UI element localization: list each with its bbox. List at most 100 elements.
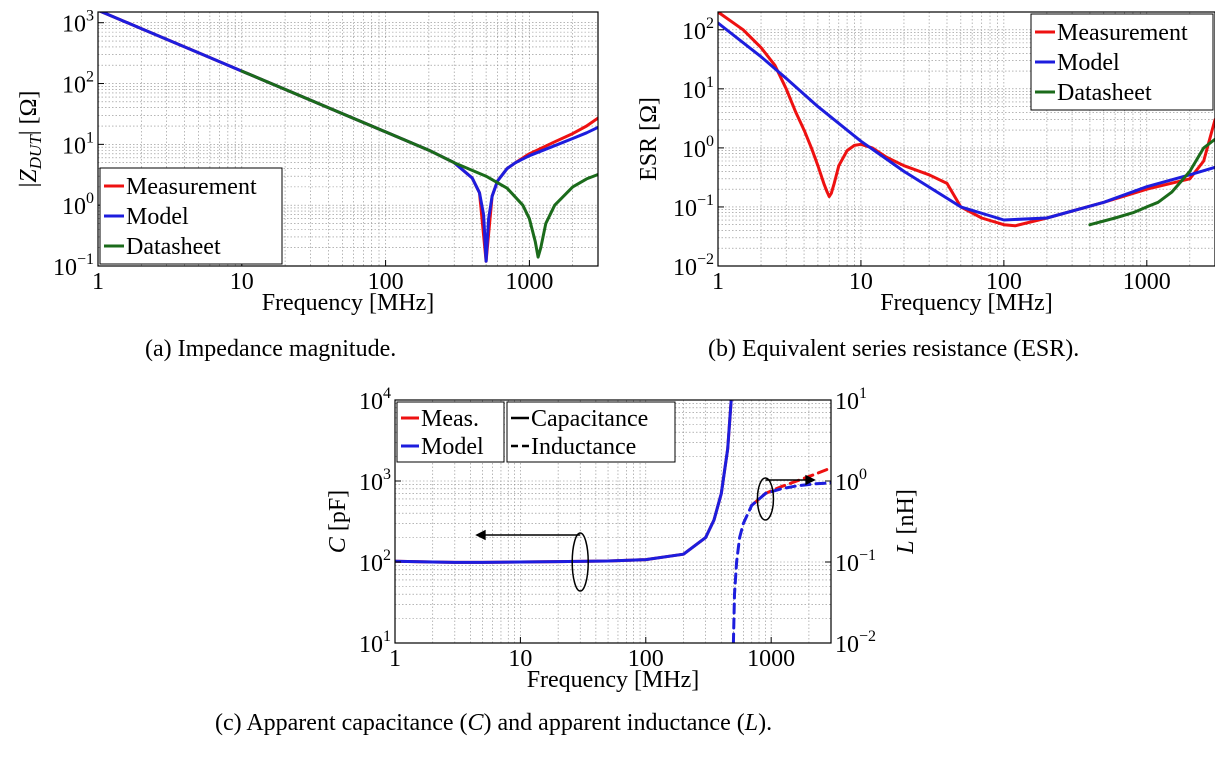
y-tick-label-c: 104 [359,385,391,415]
caption-c-part3: ). [758,710,773,736]
y-tick-label-a-base: 10 [53,255,77,281]
legend-label-a: Model [126,204,189,230]
grid-a [97,12,599,267]
y-label-symbol: Z [16,169,42,183]
y-tick-label-b-exp: 2 [706,15,714,32]
legend-label-c: Meas. [421,406,479,432]
x-tick-label-c: 100 [628,646,664,672]
series-line-b-model-1 [718,21,1215,222]
legend-label-a: Measurement [126,174,257,200]
y-right-tick-label-c: 10−1 [835,547,876,577]
legend-box-style-c [506,401,676,463]
caption-c-part1: (c) Apparent capacitance ( [215,710,468,736]
y-tick-label-c: 102 [359,547,391,577]
y-tick-label-a-exp: 1 [86,129,94,146]
y-tick-label-b-base: 10 [682,137,706,163]
y-label-rest: | [Ω] [16,91,42,136]
series-line-a-datasheet-2 [240,69,598,259]
legend-box-b [1030,13,1214,111]
y-tick-label-c-exp: 1 [383,628,391,645]
y-right-label-symbol: L [893,540,919,554]
y-right-tick-label-c-base: 10 [835,551,859,577]
y-right-tick-label-c-exp: −1 [859,547,876,564]
y-tick-label-a-exp: 3 [86,8,94,25]
legend-style-label-c: Capacitance [531,406,648,432]
y-right-label-unit: [nH] [893,489,919,540]
y-tick-label-b-exp: −2 [697,251,714,268]
y-right-tick-label-c: 101 [835,385,867,415]
y-label-bar: | [16,183,42,188]
y-label-subscript: DUT [26,134,45,171]
y-label-symbol: C [325,536,351,553]
y-right-tick-label-c-base: 10 [835,632,859,658]
y-tick-label-a: 102 [62,69,94,99]
annotation-arrowhead-capacitance [475,529,486,541]
y-tick-label-b-exp: 0 [706,133,714,150]
y-tick-label-c-base: 10 [359,470,383,496]
plot-frame-b [717,11,1215,267]
y-right-tick-label-c: 100 [835,466,867,496]
y-tick-label-b-exp: −1 [697,192,714,209]
plot-frame-c [394,399,832,644]
annotation-arrowhead-inductance [805,474,816,486]
series-group-b [718,12,1215,228]
series-line-c-model-1 [395,400,733,564]
caption-b: (b) Equivalent series resistance (ESR). [708,336,1080,362]
y-tick-label-a-base: 10 [62,12,86,38]
legend-label-a: Datasheet [126,234,221,260]
x-tick-label-a: 10 [230,269,254,295]
x-tick-label-c: 10 [508,646,532,672]
y-tick-label-c-exp: 4 [383,385,391,402]
y-tick-label-b-exp: 1 [706,74,714,91]
y-tick-label-a-exp: −1 [77,251,94,268]
legend-label-b: Datasheet [1057,80,1152,106]
y-tick-label-b: 10−2 [673,251,714,281]
y-tick-label-c: 103 [359,466,391,496]
x-tick-label-b: 10 [849,269,873,295]
y-right-tick-label-c-exp: 1 [859,385,867,402]
y-right-tick-label-c-exp: 0 [859,466,867,483]
y-tick-label-c-base: 10 [359,389,383,415]
y-tick-label-b: 10−1 [673,192,714,222]
y-tick-label-a: 10−1 [53,251,94,281]
y-tick-label-b-base: 10 [682,19,706,45]
chart-c: 1 10 100 100010110210310410−210−1100101Freq… [325,385,919,693]
y-tick-label-b-base: 10 [673,255,697,281]
series-group-c [395,400,831,643]
y-tick-label-a-base: 10 [62,73,86,99]
legend-label-b: Measurement [1057,20,1188,46]
y-axis-label-b: ESR [Ω] [636,97,662,181]
caption-c-symbol-l: L [744,710,759,736]
y-tick-label-a: 103 [62,8,94,38]
y-tick-label-c-exp: 3 [383,466,391,483]
x-tick-label-b: 100 [986,269,1022,295]
legend-label-b: Model [1057,50,1120,76]
y-tick-label-b-base: 10 [682,78,706,104]
annotation-ellipse-capacitance [571,532,589,592]
legend-box-color-c [396,401,505,463]
y-tick-label-b: 102 [682,15,714,45]
y-tick-label-c-base: 10 [359,551,383,577]
caption-a: (a) Impedance magnitude. [145,336,397,362]
x-axis-label-c: Frequency [MHz] [527,667,700,693]
y-tick-label-c: 101 [359,628,391,658]
series-line-c-model-3 [731,481,831,643]
legend-b: Measurement Model Datasheet [1030,13,1214,111]
y-tick-label-a-exp: 2 [86,69,94,86]
y-tick-label-b-base: 10 [673,196,697,222]
x-axis-label-b: Frequency [MHz] [880,290,1053,316]
y-axis-label-c: C [pF] [325,490,351,553]
caption-c-symbol-c: C [467,710,484,736]
y-right-tick-label-c-exp: −2 [859,628,876,645]
series-line-b-datasheet-2 [1088,137,1215,227]
legend-a: Measurement Model Datasheet [99,167,283,265]
series-line-b-measurement-0 [718,12,1215,228]
y-tick-label-a: 101 [62,129,94,159]
annotation-ellipse-inductance [756,477,775,521]
y-label-unit: [pF] [325,490,351,537]
y-right-tick-label-c-base: 10 [835,470,859,496]
